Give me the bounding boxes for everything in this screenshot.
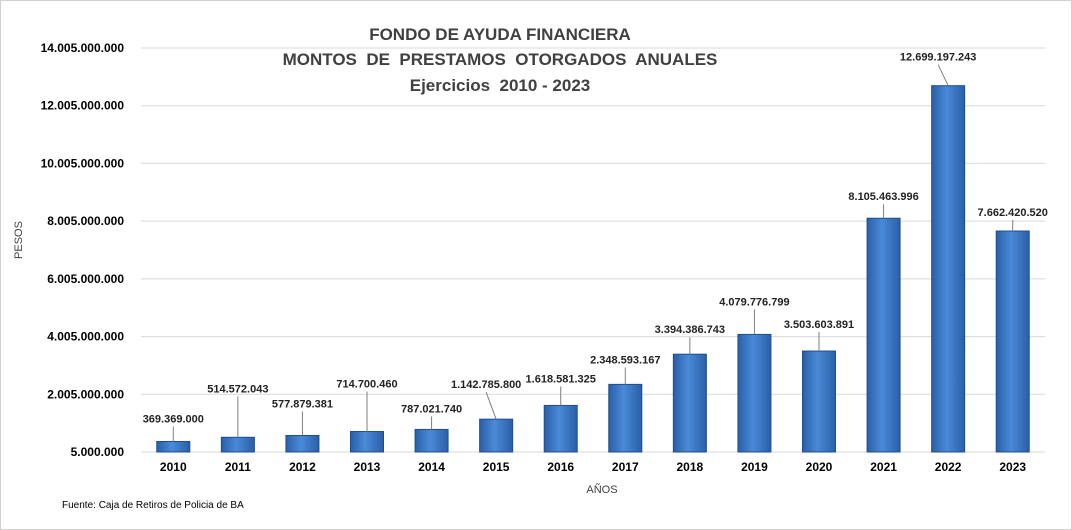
bar-2015 — [479, 418, 514, 453]
y-axis-label: PESOS — [13, 221, 25, 259]
leader-line — [937, 64, 949, 86]
data-label-2011: 514.572.043 — [207, 383, 268, 395]
x-tick-label: 2017 — [612, 460, 639, 474]
bar-2021 — [866, 217, 901, 453]
data-label-2023: 7.662.420.520 — [978, 207, 1048, 219]
data-label-2021: 8.105.463.996 — [848, 191, 918, 203]
data-label-2017: 2.348.593.167 — [590, 354, 660, 366]
x-tick-label: 2020 — [806, 460, 833, 474]
bar-2012 — [285, 434, 320, 453]
data-label-2012: 577.879.381 — [272, 398, 333, 410]
x-tick-label: 2023 — [999, 460, 1026, 474]
bar-2023 — [995, 230, 1030, 453]
bar-2017 — [608, 383, 643, 453]
gridlines — [141, 47, 1045, 453]
bar-2011 — [220, 436, 255, 453]
data-label-2020: 3.503.603.891 — [784, 319, 854, 331]
bar-2013 — [350, 431, 384, 453]
x-axis-ticks: 2010 2011 2012 2013 2014 2015 2016 2017 2018 2019… — [160, 460, 1026, 474]
bar-2020 — [802, 350, 836, 453]
y-tick-label: 6.005.000.000 — [47, 272, 124, 286]
bar-2010 — [156, 440, 191, 453]
bar-2016 — [543, 404, 578, 453]
x-tick-label: 2011 — [225, 460, 251, 474]
data-labels: 369.369.000 514.572.043 577.879.381714.700… — [143, 52, 1048, 426]
data-label-2016: 1.618.581.325 — [526, 373, 596, 385]
data-label-2013: 714.700.460 — [336, 379, 397, 391]
y-tick-label: 12.005.000.000 — [41, 99, 125, 113]
data-label-2018: 3.394.386.743 — [655, 324, 725, 336]
leader-lines — [172, 64, 1014, 442]
data-label-2019: 4.079.776.799 — [719, 296, 789, 308]
chart-title-line-3: Ejercicios 2010 - 2023 — [410, 76, 591, 95]
data-label-2010: 369.369.000 — [143, 413, 204, 425]
bar-2019 — [737, 333, 772, 453]
x-tick-label: 2015 — [483, 460, 510, 474]
bar-2022 — [931, 85, 966, 453]
bar-2018 — [672, 353, 707, 453]
y-tick-label: 5.000.000 — [71, 445, 125, 459]
x-tick-label: 2010 — [160, 460, 187, 474]
y-tick-label: 2.005.000.000 — [47, 387, 124, 401]
x-tick-label: 2022 — [935, 460, 962, 474]
chart-title-line-2: MONTOS DE PRESTAMOS OTORGADOS ANUALES — [283, 50, 718, 69]
data-label-2015: 1.142.785.800 — [451, 379, 521, 391]
data-label-2014: 787.021.740 — [401, 403, 462, 415]
x-tick-label: 2019 — [741, 460, 768, 474]
x-tick-label: 2021 — [870, 460, 897, 474]
x-tick-label: 2018 — [677, 460, 704, 474]
source-note: Fuente: Caja de Retiros de Policia de BA — [62, 500, 244, 511]
y-tick-label: 8.005.000.000 — [47, 214, 124, 228]
bars — [156, 85, 1030, 453]
x-tick-label: 2016 — [547, 460, 574, 474]
x-tick-label: 2012 — [289, 460, 316, 474]
y-tick-label: 10.005.000.000 — [41, 156, 125, 170]
bar-2014 — [414, 428, 449, 453]
y-axis-ticks: 5.000.000 2.005.000.000 4.005.000.000 6.005… — [41, 41, 125, 459]
x-axis-label: AÑOS — [586, 483, 617, 496]
x-tick-label: 2013 — [354, 460, 381, 474]
leader-line — [485, 391, 497, 420]
x-tick-label: 2014 — [418, 460, 445, 474]
data-label-2022: 12.699.197.243 — [900, 52, 976, 64]
y-tick-label: 4.005.000.000 — [47, 330, 124, 344]
y-tick-label: 14.005.000.000 — [41, 41, 125, 55]
chart-title-line-1: FONDO DE AYUDA FINANCIERA — [369, 25, 631, 44]
